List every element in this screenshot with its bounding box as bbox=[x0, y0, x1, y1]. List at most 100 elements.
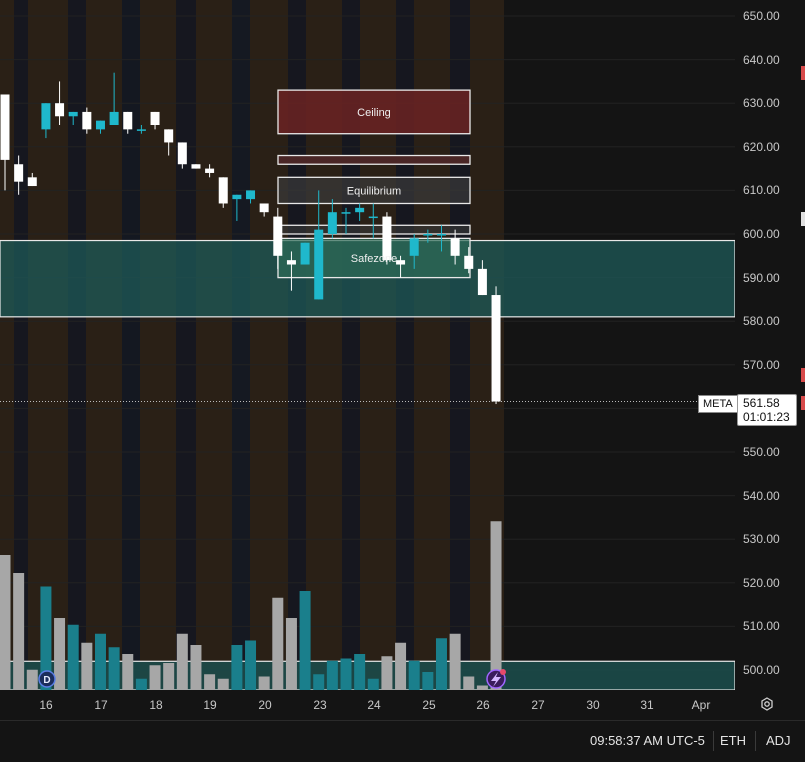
price-tick-label: 540.00 bbox=[743, 488, 780, 503]
session-stripe bbox=[196, 0, 232, 690]
candle-body[interactable] bbox=[409, 238, 419, 256]
time-tick-label: 26 bbox=[476, 698, 490, 712]
candle-body[interactable] bbox=[14, 164, 24, 182]
time-tick-label: 25 bbox=[422, 698, 436, 712]
candle-body[interactable] bbox=[477, 268, 487, 296]
settings-gear-icon[interactable] bbox=[760, 697, 774, 711]
candle-body[interactable] bbox=[300, 242, 310, 265]
candle-body[interactable] bbox=[109, 111, 119, 125]
time-tick-label: 19 bbox=[203, 698, 217, 712]
session-stripe bbox=[342, 0, 360, 690]
candle-body[interactable] bbox=[464, 255, 474, 269]
volume-bar bbox=[108, 647, 120, 690]
volume-bar bbox=[94, 633, 106, 690]
volume-bar bbox=[299, 591, 311, 690]
candle-body[interactable] bbox=[95, 120, 105, 130]
candle-body[interactable] bbox=[341, 212, 351, 214]
candle-body[interactable] bbox=[164, 129, 174, 143]
candle-body[interactable] bbox=[396, 260, 406, 265]
volume-bar bbox=[217, 678, 229, 690]
candle-body[interactable] bbox=[41, 103, 51, 130]
last-price-tag: 561.58 01:01:23 bbox=[737, 394, 797, 426]
candle-body[interactable] bbox=[205, 168, 215, 173]
price-tick-label: 630.00 bbox=[743, 96, 780, 111]
price-tick-label: 650.00 bbox=[743, 9, 780, 23]
time-tick-label: 31 bbox=[640, 698, 654, 712]
candle-body[interactable] bbox=[150, 111, 160, 125]
price-tick-label: 620.00 bbox=[743, 139, 780, 154]
equilibrium-zone[interactable] bbox=[277, 176, 471, 205]
volume-bar bbox=[285, 618, 297, 690]
volume-bar bbox=[204, 674, 216, 690]
ceiling-sub-zone[interactable] bbox=[277, 154, 471, 165]
volume-bar bbox=[490, 521, 502, 690]
volume-bar bbox=[245, 640, 257, 690]
candle-body[interactable] bbox=[273, 216, 283, 256]
candle-body[interactable] bbox=[491, 295, 501, 402]
adjustment-toggle[interactable]: ADJ bbox=[766, 733, 791, 748]
volume-bar bbox=[272, 597, 284, 690]
volume-bar bbox=[340, 658, 352, 690]
session-toggle[interactable]: ETH bbox=[720, 733, 746, 748]
candle-body[interactable] bbox=[368, 216, 378, 219]
candle-body[interactable] bbox=[191, 164, 201, 169]
price-axis[interactable]: 650.00 640.00 630.00 620.00 610.00 600.00 590.… bbox=[735, 0, 805, 720]
price-tick-label: 590.00 bbox=[743, 270, 780, 285]
candle-body[interactable] bbox=[436, 234, 446, 236]
session-clock[interactable]: 09:58:37 AM UTC-5 bbox=[590, 733, 705, 748]
time-tick-label: 27 bbox=[531, 698, 545, 712]
price-tick-label: 610.00 bbox=[743, 183, 780, 198]
last-price-value: 561.58 bbox=[743, 396, 780, 410]
price-tick-label: 500.00 bbox=[743, 663, 780, 677]
dividend-badge-label: D bbox=[43, 675, 50, 686]
price-chart[interactable]: Ceiling Equilibrium Safezone D bbox=[0, 0, 735, 690]
candle-body[interactable] bbox=[314, 229, 324, 300]
candle-body[interactable] bbox=[450, 238, 460, 256]
volume-bar bbox=[476, 685, 488, 690]
candle-body[interactable] bbox=[259, 203, 269, 213]
session-stripe bbox=[68, 0, 86, 690]
candle-body[interactable] bbox=[123, 111, 133, 130]
volume-bar bbox=[176, 633, 188, 690]
safezone-label: Safezone bbox=[351, 253, 397, 265]
divider bbox=[755, 731, 756, 751]
time-tick-label: 17 bbox=[94, 698, 108, 712]
price-tick-label: 520.00 bbox=[743, 575, 780, 590]
candle-body[interactable] bbox=[382, 216, 392, 261]
session-stripe bbox=[450, 0, 470, 690]
candle-body[interactable] bbox=[232, 194, 242, 200]
candle-body[interactable] bbox=[327, 212, 337, 234]
volume-bar bbox=[54, 618, 66, 690]
volume-bar bbox=[367, 678, 379, 690]
dividend-badge-icon[interactable] bbox=[38, 670, 56, 688]
volume-bar bbox=[449, 633, 461, 690]
safezone-box[interactable] bbox=[277, 237, 471, 279]
candle-body[interactable] bbox=[246, 190, 256, 200]
candle-body[interactable] bbox=[355, 207, 365, 213]
status-bar: 09:58:37 AM UTC-5 ETH ADJ bbox=[0, 720, 805, 762]
ceiling-zone[interactable] bbox=[277, 89, 471, 135]
candle-body[interactable] bbox=[27, 177, 37, 187]
session-stripe bbox=[0, 0, 14, 690]
volume-bar bbox=[81, 642, 93, 690]
volume-bar bbox=[395, 642, 407, 690]
candle-body[interactable] bbox=[55, 103, 65, 117]
candle-body[interactable] bbox=[136, 129, 146, 131]
time-axis[interactable]: 16 17 18 19 20 23 24 25 26 27 30 31 Apr bbox=[0, 690, 735, 720]
candle-body[interactable] bbox=[177, 142, 187, 165]
volume-bar bbox=[67, 624, 79, 690]
time-tick-label: 16 bbox=[39, 698, 53, 712]
volume-bar bbox=[40, 586, 52, 690]
volume-bar bbox=[13, 573, 25, 690]
divider bbox=[713, 731, 714, 751]
candle-body[interactable] bbox=[423, 234, 433, 236]
price-tick-label: 580.00 bbox=[743, 314, 780, 329]
candle-body[interactable] bbox=[286, 260, 296, 265]
candle-body[interactable] bbox=[68, 111, 78, 117]
volume-bar bbox=[408, 660, 420, 690]
candle-body[interactable] bbox=[0, 94, 10, 160]
candle-body[interactable] bbox=[218, 177, 228, 204]
price-tick-label: 510.00 bbox=[743, 619, 780, 634]
candle-body[interactable] bbox=[82, 111, 92, 130]
volume-bar bbox=[354, 654, 366, 690]
